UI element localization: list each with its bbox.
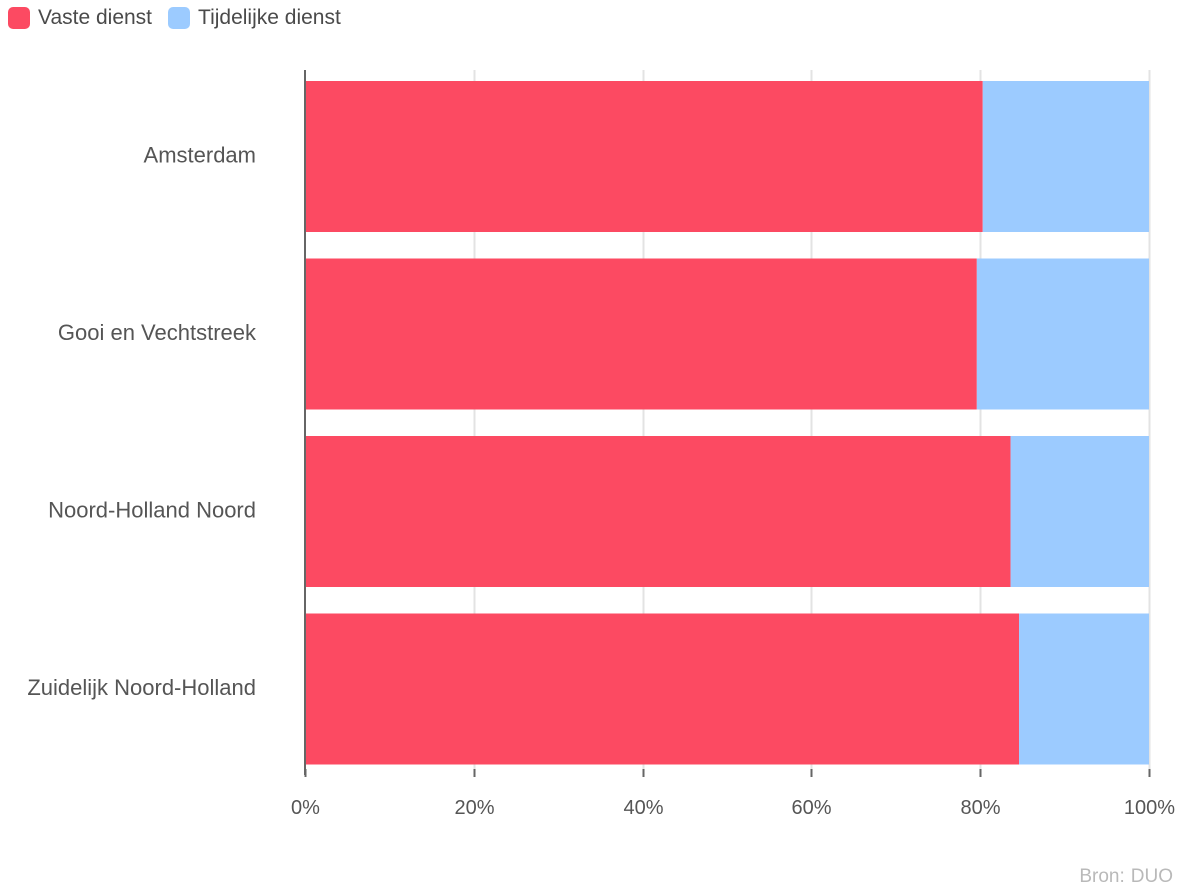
bar-vaste-dienst-0 — [305, 81, 983, 232]
bar-tijdelijke-dienst-1 — [976, 258, 1149, 410]
legend: Vaste dienst Tijdelijke dienst — [8, 6, 341, 30]
x-tick-label-5: 100% — [1124, 797, 1175, 819]
category-label-3: Zuidelijk Noord-Holland — [27, 675, 256, 700]
legend-swatch-vaste-dienst — [8, 7, 30, 29]
bar-tijdelijke-dienst-0 — [982, 81, 1149, 232]
legend-swatch-tijdelijke-dienst — [168, 7, 191, 29]
category-label-0: Amsterdam — [144, 142, 256, 167]
legend-label-tijdelijke-dienst: Tijdelijke dienst — [198, 6, 341, 29]
x-tick-label-3: 60% — [791, 797, 831, 819]
source-credit: Bron: DUO — [1079, 866, 1173, 888]
x-tick-label-2: 40% — [623, 797, 663, 819]
x-tick-label-1: 20% — [454, 797, 494, 819]
category-label-1: Gooi en Vechtstreek — [58, 320, 257, 345]
source-name: DUO — [1130, 866, 1173, 887]
category-label-2: Noord-Holland Noord — [48, 497, 256, 522]
source-prefix: Bron: — [1079, 866, 1125, 887]
legend-item-tijdelijke-dienst[interactable]: Tijdelijke dienst — [168, 6, 341, 30]
bar-vaste-dienst-2 — [305, 436, 1011, 587]
bar-vaste-dienst-3 — [305, 613, 1020, 765]
bar-vaste-dienst-1 — [305, 258, 977, 410]
x-tick-label-0: 0% — [291, 797, 320, 819]
legend-item-vaste-dienst[interactable]: Vaste dienst — [8, 6, 152, 30]
legend-label-vaste-dienst: Vaste dienst — [38, 6, 153, 29]
x-tick-label-4: 80% — [960, 797, 1000, 819]
bar-tijdelijke-dienst-2 — [1010, 436, 1149, 587]
bar-tijdelijke-dienst-3 — [1019, 613, 1149, 765]
